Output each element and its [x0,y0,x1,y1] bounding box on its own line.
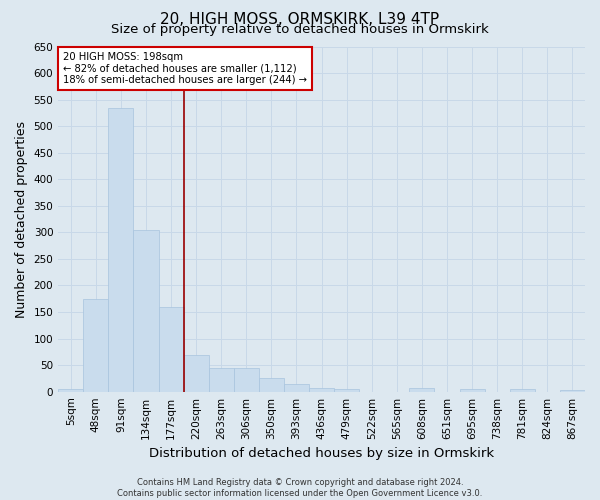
Bar [259,378,284,392]
Bar [209,368,234,392]
Bar [158,306,184,392]
Bar [234,368,259,392]
Text: 20 HIGH MOSS: 198sqm
← 82% of detached houses are smaller (1,112)
18% of semi-de: 20 HIGH MOSS: 198sqm ← 82% of detached h… [64,52,307,85]
X-axis label: Distribution of detached houses by size in Ormskirk: Distribution of detached houses by size … [149,447,494,460]
Text: Size of property relative to detached houses in Ormskirk: Size of property relative to detached ho… [111,22,489,36]
Bar [58,389,83,392]
Bar [109,108,133,392]
Text: Contains HM Land Registry data © Crown copyright and database right 2024.
Contai: Contains HM Land Registry data © Crown c… [118,478,482,498]
Bar [510,389,535,392]
Bar [334,389,359,392]
Bar [83,298,109,392]
Bar [560,390,585,392]
Bar [284,384,309,392]
Y-axis label: Number of detached properties: Number of detached properties [15,120,28,318]
Text: 20, HIGH MOSS, ORMSKIRK, L39 4TP: 20, HIGH MOSS, ORMSKIRK, L39 4TP [160,12,440,28]
Bar [409,388,434,392]
Bar [184,354,209,392]
Bar [309,388,334,392]
Bar [460,389,485,392]
Bar [133,230,158,392]
